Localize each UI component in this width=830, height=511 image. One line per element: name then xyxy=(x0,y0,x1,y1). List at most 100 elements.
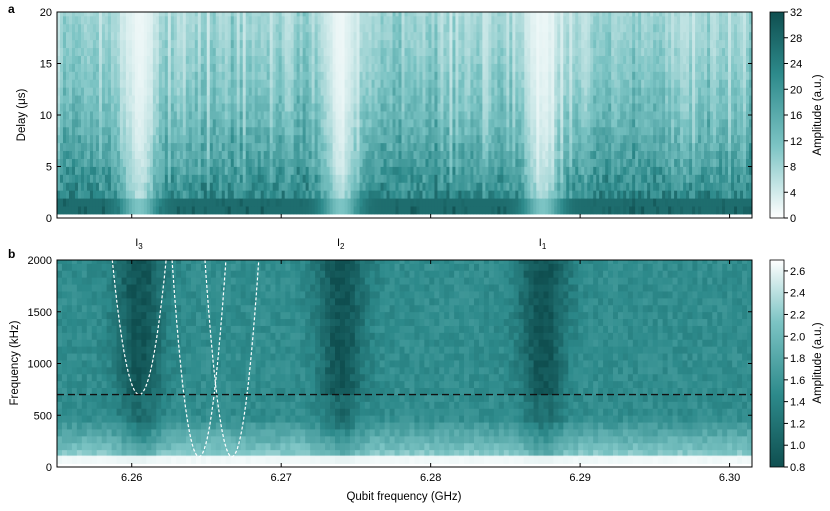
heatmap-cell xyxy=(383,206,387,215)
heatmap-cell xyxy=(290,31,295,41)
heatmap-cell xyxy=(296,23,301,33)
heatmap-cell xyxy=(587,63,591,72)
heatmap-cell xyxy=(149,134,154,144)
heatmap-cell xyxy=(176,95,181,104)
heatmap-cell xyxy=(305,206,310,215)
heatmap-cell xyxy=(341,15,345,25)
heatmap-cell xyxy=(434,103,438,112)
heatmap-cell xyxy=(269,55,274,64)
heatmap-cell xyxy=(65,87,70,96)
heatmap-cell xyxy=(488,12,492,17)
heatmap-cell xyxy=(269,166,274,175)
heatmap-cell xyxy=(482,95,486,104)
heatmap-cell xyxy=(425,87,429,96)
heatmap-cell xyxy=(236,182,241,191)
heatmap-cell xyxy=(317,142,322,152)
heatmap-cell xyxy=(164,118,169,128)
heatmap-cell xyxy=(383,134,387,144)
heatmap-cell xyxy=(353,182,357,191)
heatmap-cell xyxy=(266,12,271,17)
heatmap-cell xyxy=(260,206,265,215)
heatmap-cell xyxy=(128,150,133,159)
heatmap-cell xyxy=(149,15,154,25)
heatmap-cell xyxy=(332,198,336,207)
heatmap-cell xyxy=(146,126,151,136)
heatmap-cell xyxy=(242,39,247,49)
heatmap-cell xyxy=(326,182,331,191)
heatmap-cell xyxy=(449,39,453,49)
heatmap-cell xyxy=(200,71,205,80)
heatmap-cell xyxy=(512,95,516,104)
heatmap-cell xyxy=(353,31,357,41)
heatmap-cell xyxy=(113,71,118,80)
heatmap-cell xyxy=(347,134,351,144)
heatmap-cell xyxy=(407,31,411,41)
heatmap-cell xyxy=(125,63,130,72)
heatmap-cell xyxy=(332,118,336,128)
heatmap-cell xyxy=(557,150,561,159)
heatmap-cell xyxy=(143,71,148,80)
heatmap-cell xyxy=(155,103,160,112)
heatmap-cell xyxy=(185,87,190,96)
heatmap-cell xyxy=(206,103,211,112)
heatmap-cell xyxy=(251,150,256,159)
heatmap-cell xyxy=(233,111,238,120)
heatmap-cell xyxy=(614,31,618,41)
heatmap-cell xyxy=(320,103,325,112)
heatmap-cell xyxy=(428,142,432,152)
heatmap-cell xyxy=(527,95,531,104)
heatmap-cell xyxy=(57,182,61,191)
heatmap-cell xyxy=(326,126,331,136)
heatmap-cell xyxy=(401,111,405,120)
heatmap-cell xyxy=(57,118,61,128)
heatmap-cell xyxy=(398,182,402,191)
heatmap-cell xyxy=(539,23,543,33)
heatmap-cell xyxy=(314,39,319,49)
heatmap-cell xyxy=(260,39,265,49)
heatmap-cell xyxy=(578,111,582,120)
heatmap-cell xyxy=(221,47,226,56)
heatmap-cell xyxy=(431,142,435,152)
heatmap-cell xyxy=(563,158,567,167)
heatmap-cell xyxy=(176,39,181,49)
heatmap-cell xyxy=(356,118,360,128)
heatmap-cell xyxy=(188,71,193,80)
heatmap-cell xyxy=(263,198,268,207)
heatmap-cell xyxy=(509,79,513,88)
heatmap-cell xyxy=(506,142,510,152)
heatmap-cell xyxy=(623,182,627,191)
heatmap-cell xyxy=(89,95,94,104)
heatmap-cell xyxy=(545,47,549,56)
heatmap-cell xyxy=(380,47,384,56)
heatmap-cell xyxy=(551,87,555,96)
heatmap-cell xyxy=(107,79,112,88)
heatmap-cell xyxy=(578,182,582,191)
heatmap-cell xyxy=(434,79,438,88)
heatmap-cell xyxy=(332,126,336,136)
heatmap-cell xyxy=(548,15,552,25)
heatmap-cell xyxy=(455,23,459,33)
heatmap-cell xyxy=(338,126,342,136)
heatmap-cell xyxy=(329,95,334,104)
heatmap-cell xyxy=(518,182,522,191)
heatmap-cell xyxy=(617,63,621,72)
heatmap-cell xyxy=(359,206,363,215)
heatmap-cell xyxy=(68,134,73,144)
heatmap-cell xyxy=(179,134,184,144)
heatmap-cell xyxy=(356,166,360,175)
heatmap-cell xyxy=(122,182,127,191)
heatmap-cell xyxy=(518,39,522,49)
heatmap-cell xyxy=(98,39,103,49)
heatmap-cell xyxy=(362,95,366,104)
heatmap-cell xyxy=(545,126,549,136)
heatmap-cell xyxy=(203,55,208,64)
heatmap-cell xyxy=(101,182,106,191)
heatmap-cell xyxy=(266,150,271,159)
heatmap-cell xyxy=(152,198,157,207)
heatmap-cell xyxy=(518,118,522,128)
heatmap-cell xyxy=(341,126,345,136)
heatmap-cell xyxy=(608,87,612,96)
heatmap-cell xyxy=(236,134,241,144)
heatmap-cell xyxy=(356,71,360,80)
heatmap-cell xyxy=(539,103,543,112)
